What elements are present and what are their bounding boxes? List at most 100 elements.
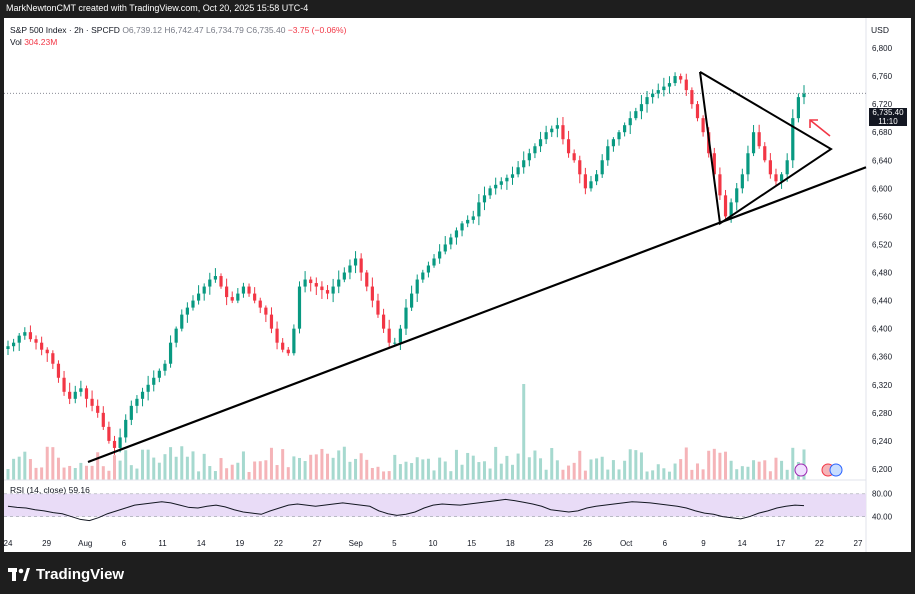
volume-bar <box>23 451 27 480</box>
x-tick-label: 17 <box>776 539 785 548</box>
volume-bar <box>488 468 492 480</box>
candle-body <box>90 398 94 406</box>
volume-bar <box>555 460 559 480</box>
candle-body <box>168 342 173 364</box>
rsi-value: 59.16 <box>68 485 90 495</box>
volume-bar <box>79 462 83 480</box>
volume-bar <box>90 465 94 480</box>
volume-bar <box>281 449 285 480</box>
volume-bar <box>185 456 189 480</box>
x-tick-label: 22 <box>815 539 824 548</box>
creator-text: MarkNewtonCMT created with TradingView.c… <box>6 3 309 13</box>
x-tick-label: 14 <box>738 539 747 548</box>
candle-body <box>600 160 604 175</box>
candle-body <box>482 195 487 203</box>
candle-body <box>359 258 363 273</box>
candle-body <box>225 286 229 298</box>
candle-body <box>701 118 705 133</box>
tradingview-brand: TradingView <box>36 566 125 583</box>
symmetrical-triangle <box>699 70 833 226</box>
candle-body <box>516 167 520 175</box>
volume-bar <box>331 457 335 480</box>
volume-bar <box>735 469 739 480</box>
volume-bar <box>471 455 475 480</box>
candle-body <box>494 184 498 189</box>
candle-body <box>712 153 716 175</box>
legend: S&P 500 Index · 2h · SPCFD O6,739.12 H6,… <box>10 24 346 48</box>
candle-body <box>544 132 548 140</box>
candle-body <box>639 104 644 112</box>
volume-bar <box>757 461 761 480</box>
candle-body <box>230 297 234 301</box>
y-tick-label: 6,720 <box>872 100 893 109</box>
candle-body <box>421 272 425 280</box>
candle-body <box>337 279 341 287</box>
economic-event-icon <box>829 463 843 477</box>
currency-label[interactable]: USD <box>871 25 889 35</box>
candle-body <box>202 286 206 294</box>
legend-symbol[interactable]: S&P 500 Index · 2h · SPCFD <box>10 25 120 35</box>
candle-body <box>802 93 806 98</box>
x-tick-label: 14 <box>197 539 206 548</box>
candle-body <box>365 272 369 287</box>
volume-bar <box>606 469 610 480</box>
candle-body <box>191 300 195 308</box>
tradingview-logo[interactable]: TradingView <box>8 566 124 583</box>
volume-bar <box>567 465 571 480</box>
chart-canvas[interactable]: 6,200 6,240 6,280 6,320 6,360 6,400 6,440 6,480… <box>4 18 911 552</box>
volume-bar <box>213 471 217 480</box>
volume-bar <box>297 457 301 480</box>
candle-body <box>578 160 582 175</box>
volume-bar <box>740 466 744 480</box>
candle-body <box>645 97 649 105</box>
x-tick-label: 9 <box>701 539 706 548</box>
legend-low: L6,734.79 <box>206 25 244 35</box>
candle-body <box>594 174 599 182</box>
candle-body <box>370 286 374 301</box>
candle-body <box>656 90 660 94</box>
volume-bar <box>141 449 145 480</box>
rsi-label[interactable]: RSI (14, close) <box>10 485 67 495</box>
candle-body <box>763 146 767 161</box>
volume-bar <box>561 469 565 480</box>
candle-body <box>79 388 83 392</box>
x-tick-label: 6 <box>663 539 668 548</box>
candle-body <box>297 286 302 329</box>
x-tick-label: Aug <box>78 539 92 548</box>
volume-bar <box>718 452 722 480</box>
chart-frame[interactable]: 6,200 6,240 6,280 6,320 6,360 6,400 6,440 6,480… <box>4 18 911 552</box>
candle-body <box>796 97 800 119</box>
y-tick-label: 6,320 <box>872 381 893 390</box>
candle-body <box>275 328 279 343</box>
volume-bar <box>163 454 167 480</box>
creator-bar: MarkNewtonCMT created with TradingView.c… <box>0 0 915 16</box>
last-price-label: 6,735.40 11:10 <box>869 108 907 126</box>
volume-bar <box>129 465 133 480</box>
volume-bar <box>460 464 464 480</box>
candle-body <box>68 391 72 399</box>
volume-bar <box>152 457 156 480</box>
y-tick-label: 6,200 <box>872 465 893 474</box>
candle-body <box>415 279 419 294</box>
volume-bar <box>454 449 458 480</box>
volume-bar <box>499 463 503 480</box>
volume-bar <box>202 453 206 480</box>
volume-bar <box>415 457 419 480</box>
candle-body <box>320 286 324 291</box>
y-tick-label: 6,360 <box>872 353 893 362</box>
candle-body <box>163 363 167 371</box>
legend-close: C6,735.40 <box>246 25 286 35</box>
candle-body <box>651 93 655 98</box>
candle-body <box>438 251 442 259</box>
candle-body <box>410 293 414 308</box>
candle-body <box>449 237 453 245</box>
candle-body <box>157 370 161 378</box>
volume-bar <box>365 459 369 480</box>
candle-body <box>314 283 318 287</box>
volume-bar <box>550 448 554 480</box>
candle-body <box>617 132 621 140</box>
volume-bar <box>780 460 784 480</box>
volume-bar <box>527 457 531 480</box>
x-tick-label: Oct <box>620 539 633 548</box>
candle-body <box>740 174 744 189</box>
